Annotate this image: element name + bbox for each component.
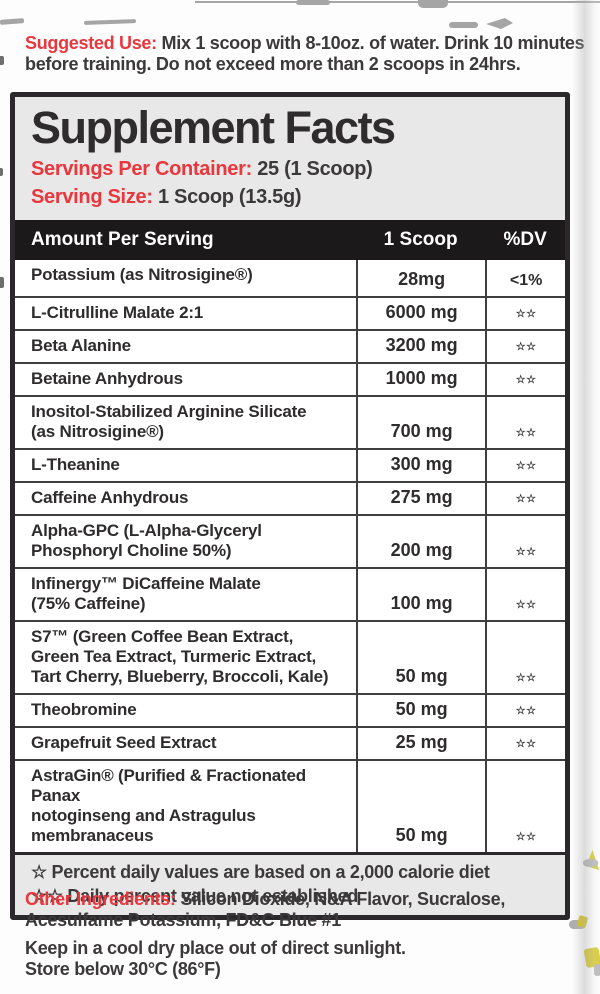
row-dv: ☆☆	[485, 761, 565, 852]
row-amount: 1000 mg	[356, 364, 485, 395]
row-name: Betaine Anhydrous	[31, 369, 183, 388]
other-ingredients-text: Other Ingredients: Silicon Dioxide, N&A …	[25, 889, 573, 931]
row-dv: ☆☆	[485, 298, 565, 329]
header-1-scoop: 1 Scoop	[383, 229, 458, 250]
splatter-mark	[449, 22, 478, 28]
row-name: L-Theanine	[31, 455, 120, 474]
row-amount: 700 mg	[356, 397, 485, 448]
row-dv: ☆☆	[485, 397, 565, 448]
row-amount: 50 mg	[356, 622, 485, 693]
row-amount: 50 mg	[356, 761, 485, 852]
splatter-mark	[418, 0, 448, 8]
row-amount: 275 mg	[356, 483, 485, 514]
row-name: S7™ (Green Coffee Bean Extract, Green Te…	[31, 627, 329, 686]
splatter-mark	[486, 18, 513, 29]
splatter-mark	[0, 168, 3, 176]
row-dv: ☆☆	[485, 450, 565, 481]
paint-speck	[576, 915, 589, 928]
splatter-mark	[296, 0, 330, 5]
panel-title: Supplement Facts	[31, 102, 396, 153]
table-row: Betaine Anhydrous 1000 mg ☆☆	[15, 362, 565, 395]
label-edge-shading	[572, 0, 600, 994]
table-row: S7™ (Green Coffee Bean Extract, Green Te…	[15, 620, 565, 693]
facts-table-body: Potassium (as Nitrosigine®) 28mg <1% L-C…	[15, 260, 565, 852]
row-dv: ☆☆	[485, 364, 565, 395]
footnote-not-established: ☆☆ Daily percent value not established	[31, 886, 358, 906]
paint-speck	[594, 964, 600, 976]
row-dv: ☆☆	[485, 695, 565, 726]
row-dv: ☆☆	[485, 516, 565, 567]
row-dv: ☆☆	[485, 331, 565, 362]
splatter-mark	[0, 56, 4, 65]
other-ingredients-label: Other Ingredients:	[25, 889, 176, 909]
header-amount-per-serving: Amount Per Serving	[31, 229, 214, 250]
footnote-percent-dv: ☆ Percent daily values are based on a 2,…	[31, 862, 490, 882]
row-amount: 6000 mg	[356, 298, 485, 329]
row-amount: 50 mg	[356, 695, 485, 726]
splatter-mark	[83, 19, 137, 25]
row-amount: 28mg	[356, 260, 485, 296]
table-row: Grapefruit Seed Extract 25 mg ☆☆	[15, 726, 565, 759]
row-dv: ☆☆	[485, 728, 565, 759]
footnotes: ☆ Percent daily values are based on a 2,…	[15, 852, 565, 915]
row-name: Beta Alanine	[31, 336, 131, 355]
row-amount: 200 mg	[356, 516, 485, 567]
row-name: Theobromine	[31, 700, 137, 719]
header-dv: %DV	[503, 229, 547, 250]
table-row: Infinergy™ DiCaffeine Malate (75% Caffei…	[15, 567, 565, 620]
servings-per-container-value: 25 (1 Scoop)	[257, 158, 373, 180]
row-amount: 3200 mg	[356, 331, 485, 362]
serving-size-label: Serving Size:	[31, 186, 153, 208]
row-dv: ☆☆	[485, 569, 565, 620]
row-name: Alpha-GPC (L-Alpha-Glyceryl Phosphoryl C…	[31, 521, 262, 560]
other-ingredients-body: Silicon Dioxide, N&A Flavor, Sucralose, …	[25, 889, 506, 930]
row-dv: ☆☆	[485, 622, 565, 693]
row-name: AstraGin® (Purified & Fractionated Panax…	[31, 766, 306, 845]
row-name: L-Citrulline Malate 2:1	[31, 303, 204, 322]
servings-per-container-label: Servings Per Container:	[31, 158, 252, 180]
row-amount: 300 mg	[356, 450, 485, 481]
table-row: Inositol-Stabilized Arginine Silicate (a…	[15, 395, 565, 448]
table-row: Alpha-GPC (L-Alpha-Glyceryl Phosphoryl C…	[15, 514, 565, 567]
row-name: Infinergy™ DiCaffeine Malate (75% Caffei…	[31, 574, 261, 613]
table-row: Caffeine Anhydrous 275 mg ☆☆	[15, 481, 565, 514]
row-dv: <1%	[485, 260, 565, 296]
table-row: Potassium (as Nitrosigine®) 28mg <1%	[15, 260, 565, 296]
table-row: L-Citrulline Malate 2:1 6000 mg ☆☆	[15, 296, 565, 329]
row-name: Potassium (as Nitrosigine®)	[31, 265, 253, 284]
splatter-mark	[0, 277, 4, 288]
storage-text: Keep in a cool dry place out of direct s…	[25, 938, 406, 979]
row-name: Grapefruit Seed Extract	[31, 733, 217, 752]
suggested-use-label: Suggested Use:	[25, 33, 157, 53]
row-name: Caffeine Anhydrous	[31, 488, 189, 507]
panel-header: Supplement Facts Servings Per Container:…	[15, 97, 565, 220]
splatter-mark	[195, 1, 600, 3]
table-row: Theobromine 50 mg ☆☆	[15, 693, 565, 726]
table-row: Beta Alanine 3200 mg ☆☆	[15, 329, 565, 362]
row-dv: ☆☆	[485, 483, 565, 514]
table-row: L-Theanine 300 mg ☆☆	[15, 448, 565, 481]
serving-size-line: Serving Size: 1 Scoop (13.5g)	[31, 184, 551, 210]
serving-size-value: 1 Scoop (13.5g)	[157, 186, 302, 208]
row-amount: 100 mg	[356, 569, 485, 620]
servings-per-container-line: Servings Per Container: 25 (1 Scoop)	[31, 156, 551, 182]
paint-speck	[583, 859, 598, 867]
table-row: AstraGin® (Purified & Fractionated Panax…	[15, 759, 565, 852]
table-header-bar: Amount Per Serving 1 Scoop %DV	[15, 220, 565, 260]
splatter-mark	[0, 18, 25, 25]
supplement-facts-panel: Supplement Facts Servings Per Container:…	[10, 92, 570, 920]
suggested-use-text: Suggested Use: Mix 1 scoop with 8-10oz. …	[25, 33, 590, 75]
suggested-use-body: Mix 1 scoop with 8-10oz. of water. Drink…	[25, 33, 585, 74]
row-amount: 25 mg	[356, 728, 485, 759]
row-name: Inositol-Stabilized Arginine Silicate (a…	[31, 402, 307, 441]
